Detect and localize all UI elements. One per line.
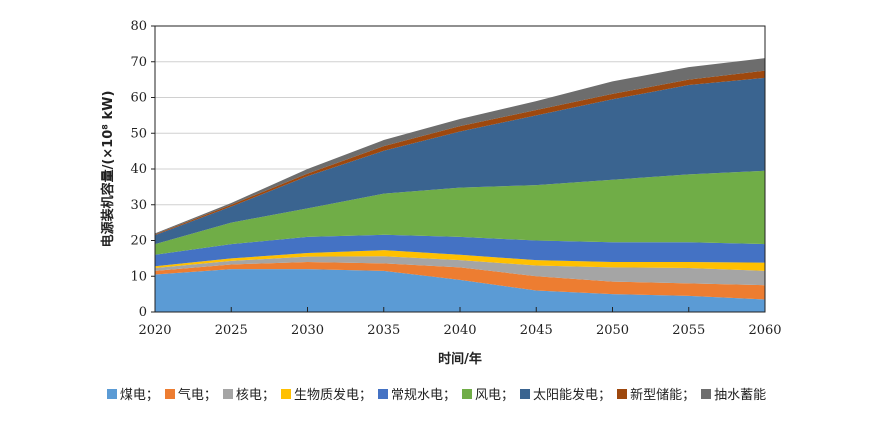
y-tick-label: 80 [130, 19, 147, 34]
legend-item: 煤电； [106, 384, 159, 403]
legend-label: 抽水蓄能 [714, 388, 767, 403]
legend-swatch [280, 388, 291, 399]
legend-swatch [222, 388, 233, 399]
legend-label: 煤电 [119, 388, 146, 403]
y-tick-label: 40 [130, 162, 147, 177]
legend-swatch [164, 388, 175, 399]
legend-swatch [462, 388, 473, 399]
legend-label: 太阳能发电 [533, 388, 599, 403]
area-series-2 [155, 256, 765, 286]
x-tick-label: 2025 [215, 323, 248, 338]
x-tick-label: 2050 [596, 323, 629, 338]
legend-separator: ； [501, 388, 515, 403]
legend-separator: ； [261, 388, 275, 403]
x-tick-label: 2040 [443, 323, 476, 338]
legend-label: 气电 [177, 388, 204, 403]
legend-item: 核电； [222, 384, 275, 403]
x-tick-label: 2060 [748, 323, 781, 338]
legend-swatch [617, 388, 628, 399]
legend-separator: ； [598, 388, 612, 403]
legend-label: 生物质发电 [293, 388, 359, 403]
area-series-4 [155, 234, 765, 267]
legend-label: 核电 [235, 388, 262, 403]
legend-separator: ； [443, 388, 457, 403]
area-series-8 [155, 58, 765, 235]
legend-separator: ； [203, 388, 217, 403]
legend-label: 新型储能 [630, 388, 683, 403]
y-tick-label: 10 [130, 269, 147, 284]
legend-item: 风电； [462, 384, 514, 403]
legend-item: 太阳能发电； [520, 384, 611, 403]
y-tick-label: 60 [130, 91, 147, 106]
y-tick-label: 70 [130, 55, 147, 70]
legend-swatch [701, 388, 712, 399]
legend-swatch [377, 388, 388, 399]
legend-separator: ； [145, 388, 159, 403]
area-series-5 [155, 170, 765, 255]
legend-separator: ； [682, 388, 696, 403]
x-tick-label: 2035 [367, 323, 400, 338]
x-axis-title: 时间/年 [438, 351, 482, 367]
area-series-0 [155, 269, 765, 312]
legend-item: 生物质发电； [280, 384, 372, 403]
area-series-1 [155, 261, 765, 300]
y-tick-label: 30 [130, 198, 147, 213]
legend-swatch [106, 388, 117, 399]
x-tick-label: 2020 [138, 323, 171, 338]
legend-swatch [520, 388, 531, 399]
x-tick-label: 2055 [672, 323, 705, 338]
y-tick-label: 20 [130, 234, 147, 249]
legend-item: 新型储能； [617, 384, 695, 403]
x-tick-label: 2045 [520, 323, 553, 338]
legend-label: 常规水电 [390, 388, 443, 403]
x-tick-label: 2030 [291, 323, 324, 338]
area-series-3 [155, 250, 765, 271]
legend-label: 风电 [475, 388, 502, 403]
y-tick-label: 0 [139, 305, 147, 320]
legend: 煤电；气电；核电；生物质发电；常规水电；风电；太阳能发电；新型储能；抽水蓄能 [0, 384, 879, 403]
y-tick-label: 50 [130, 126, 147, 141]
legend-item: 气电； [164, 384, 217, 403]
legend-item: 常规水电； [377, 384, 457, 403]
legend-item: 抽水蓄能 [701, 384, 766, 403]
area-series-6 [155, 77, 765, 245]
legend-separator: ； [358, 388, 372, 403]
y-axis-title: 电源装机容量/(×10⁸ kW) [100, 91, 116, 248]
